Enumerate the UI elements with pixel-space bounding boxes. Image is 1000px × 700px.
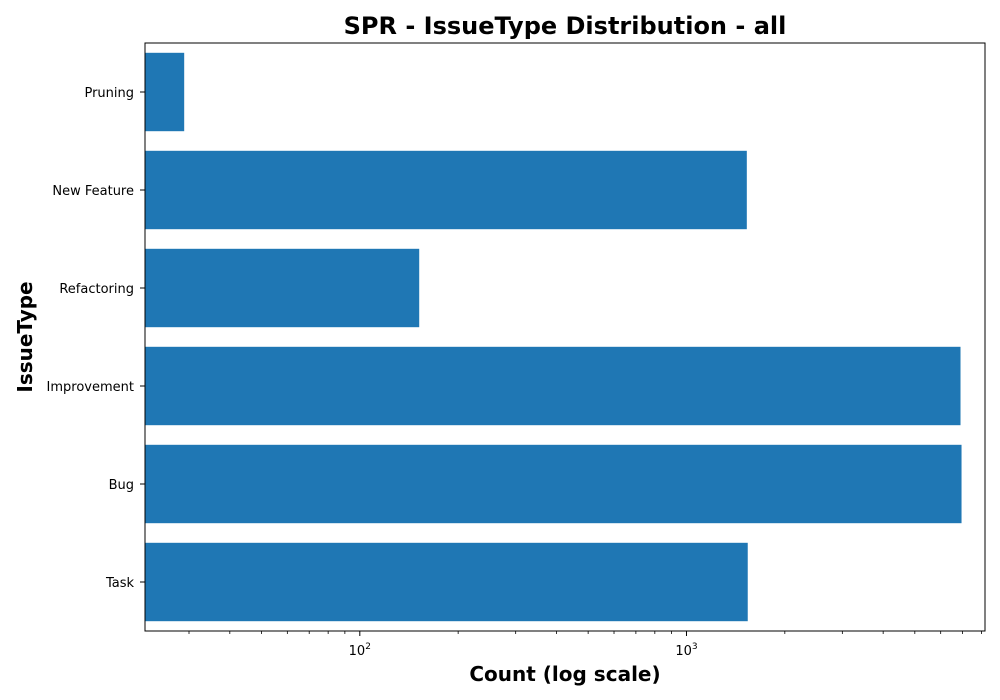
- bar-task: [145, 542, 748, 622]
- y-axis-label: IssueType: [13, 281, 37, 392]
- y-tick-label: Pruning: [84, 86, 134, 101]
- bar-bug: [145, 444, 962, 524]
- bar-refactoring: [145, 248, 420, 328]
- plot-area: Task Bug Improvement Refactoring New Feature…: [47, 42, 986, 659]
- bar-new-feature: [145, 150, 747, 230]
- bar-pruning: [145, 52, 185, 132]
- axes-frame: [144, 42, 986, 632]
- y-tick-label: Refactoring: [59, 282, 134, 297]
- y-tick-label: New Feature: [52, 184, 134, 199]
- chart-title: SPR - IssueType Distribution - all: [344, 12, 787, 40]
- y-tick-label: Task: [105, 576, 135, 591]
- y-tick-label: Bug: [109, 478, 134, 493]
- x-axis-label: Count (log scale): [469, 662, 660, 686]
- y-tick-label: Improvement: [47, 380, 134, 395]
- x-tick-label: 103: [675, 642, 697, 659]
- x-tick-label: 102: [349, 642, 371, 659]
- bar-improvement: [145, 346, 961, 426]
